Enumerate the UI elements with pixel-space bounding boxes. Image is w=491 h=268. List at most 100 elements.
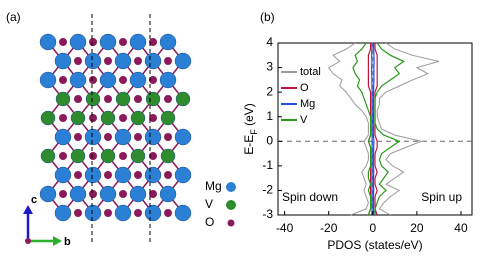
atom-o	[134, 57, 142, 65]
atom-o	[59, 190, 67, 198]
y-tick-label: 3	[266, 60, 273, 74]
y-tick-label: 1	[266, 109, 273, 123]
y-axis-label-part: E-E	[242, 135, 256, 155]
atom	[144, 166, 162, 184]
atom	[114, 166, 132, 184]
atom-o	[149, 152, 157, 160]
panel-label: (b)	[260, 10, 275, 24]
x-tick-label: -40	[276, 221, 294, 235]
atom	[144, 128, 162, 146]
atom	[84, 166, 102, 184]
atom	[114, 204, 132, 222]
atom	[39, 71, 57, 89]
atom	[100, 110, 116, 126]
atom	[55, 91, 71, 107]
pdos-line	[374, 42, 405, 215]
atom-o	[104, 209, 112, 217]
legend-atom	[226, 200, 236, 210]
atom-o	[134, 209, 142, 217]
atom	[115, 91, 131, 107]
legend-label: O	[300, 82, 309, 94]
atom	[130, 148, 146, 164]
pdos-line	[376, 42, 440, 216]
atom-o	[89, 190, 97, 198]
origin-atom	[25, 238, 31, 244]
y-tick-label: 4	[266, 35, 273, 49]
atom	[54, 166, 72, 184]
atom-o	[89, 38, 97, 46]
arrow-head	[53, 236, 62, 246]
atom	[114, 52, 132, 70]
atom	[100, 148, 116, 164]
y-tick-label: 0	[266, 133, 273, 147]
atom	[69, 185, 87, 203]
atom	[40, 110, 56, 126]
atom	[99, 33, 117, 51]
legend-label: total	[300, 66, 321, 78]
arrow-head	[23, 205, 33, 214]
atom-o	[59, 76, 67, 84]
atom	[39, 33, 57, 51]
atom-o	[74, 171, 82, 179]
atom-o	[119, 190, 127, 198]
atom	[129, 185, 147, 203]
atom	[160, 148, 176, 164]
atom-o	[164, 95, 172, 103]
x-tick-label: 20	[410, 221, 424, 235]
atom-o	[89, 114, 97, 122]
atom-o	[164, 171, 172, 179]
atom	[174, 128, 192, 146]
atom-o	[119, 76, 127, 84]
atom	[145, 91, 161, 107]
atom-o	[119, 152, 127, 160]
atom-o	[104, 95, 112, 103]
legend-label: V	[300, 114, 308, 126]
atom	[174, 166, 192, 184]
atom	[99, 185, 117, 203]
atom-o	[149, 190, 157, 198]
atom	[54, 52, 72, 70]
atom-o	[104, 57, 112, 65]
atom-o	[59, 38, 67, 46]
atom	[114, 128, 132, 146]
atom	[84, 204, 102, 222]
annotation: Spin up	[421, 190, 462, 204]
atom-o	[119, 38, 127, 46]
atom	[144, 52, 162, 70]
atom	[69, 71, 87, 89]
axis-letter: c	[31, 194, 37, 206]
atom-o	[74, 95, 82, 103]
legend-atom	[226, 182, 236, 192]
atom	[70, 110, 86, 126]
atom	[129, 33, 147, 51]
atom	[99, 71, 117, 89]
legend-atom	[227, 219, 235, 227]
pdos-line	[372, 42, 375, 216]
atom	[144, 204, 162, 222]
y-tick-label: 2	[266, 84, 273, 98]
atom-o	[74, 57, 82, 65]
y-axis-label-part: F	[249, 129, 259, 135]
atom-o	[104, 133, 112, 141]
atom	[69, 33, 87, 51]
y-axis-label: E-EF (eV)	[242, 103, 259, 155]
x-tick-label: -20	[320, 221, 338, 235]
atom-o	[59, 152, 67, 160]
atom	[70, 148, 86, 164]
atom	[159, 71, 177, 89]
atom-o	[164, 57, 172, 65]
atom	[54, 204, 72, 222]
atom	[84, 52, 102, 70]
atom-o	[164, 209, 172, 217]
axis-letter: b	[64, 236, 71, 248]
pdos-plot: -40 -20 0 20 40 -3 -2 -1 0 1 2 3 4 PDOS (states/eV) E-…	[242, 35, 473, 252]
y-tick-label: -1	[262, 158, 273, 172]
panel-label: (a)	[6, 10, 21, 24]
legend-label: V	[205, 197, 213, 211]
atom-o	[149, 114, 157, 122]
atom-o	[149, 76, 157, 84]
atom-o	[134, 95, 142, 103]
atom-o	[89, 152, 97, 160]
atom-o	[134, 133, 142, 141]
annotation: Spin down	[282, 190, 338, 204]
